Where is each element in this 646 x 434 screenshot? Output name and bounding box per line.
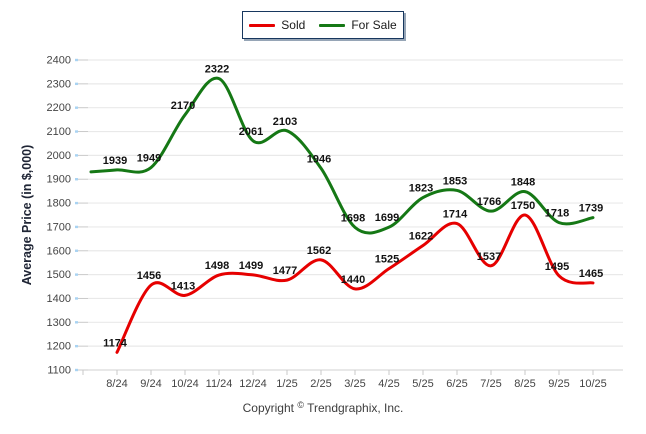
y-tick-label: 1900 [47,174,71,186]
x-tick-label: 6/25 [446,378,467,390]
data-label-for-sale: 1739 [579,203,603,215]
data-label-sold: 1750 [511,200,535,212]
data-label-for-sale: 2103 [273,116,297,128]
y-tick-label: 1700 [47,221,71,233]
for-sale-line-swatch [319,23,346,27]
y-axis-title: Average Price (in $,000) [20,144,34,286]
legend-item-sold: Sold [249,18,305,32]
copyright-post: Trendgraphix, Inc. [307,401,404,415]
for-sale-series-line [89,76,595,235]
legend-item-for-sale: For Sale [319,18,397,32]
x-tick-label: 10/24 [171,378,199,390]
y-tick-label: 1200 [47,341,71,353]
y-tick-label: 1600 [47,245,71,257]
data-label-sold: 1537 [477,251,501,263]
sold-series-line [115,213,595,354]
data-label-sold: 1498 [205,260,229,272]
data-label-sold: 1714 [443,209,468,221]
y-tick-label: 2200 [47,102,71,114]
data-label-sold: 1456 [137,270,161,282]
x-tick-label: 2/25 [310,378,331,390]
legend: Sold For Sale [242,11,404,39]
data-label-sold: 1440 [341,274,365,286]
data-label-sold: 1465 [579,268,603,280]
data-label-sold: 1525 [375,254,399,266]
data-label-sold: 1477 [273,265,297,277]
x-tick-label: 4/25 [378,378,399,390]
data-label-sold: 1413 [171,280,195,292]
legend-label-for-sale: For Sale [351,18,397,32]
data-label-for-sale: 1823 [409,183,433,195]
x-tick-label: 9/24 [140,378,161,390]
data-label-sold: 1622 [409,231,433,243]
data-label-for-sale: 1848 [511,177,535,189]
y-tick-label: 2000 [47,150,71,162]
data-label-for-sale: 1949 [137,153,161,165]
data-label-sold: 1495 [545,261,569,273]
y-tick-label: 1800 [47,198,71,210]
x-tick-label: 1/25 [276,378,297,390]
data-label-for-sale: 1699 [375,212,399,224]
y-tick-label: 2300 [47,78,71,90]
data-label-sold: 1562 [307,245,331,257]
data-label-for-sale: 1698 [341,212,365,224]
y-tick-label: 2400 [47,55,71,67]
copyright-symbol: © [297,400,304,410]
legend-label-sold: Sold [281,18,306,32]
y-tick-label: 1500 [47,269,71,281]
x-tick-label: 8/24 [106,378,127,390]
x-tick-label: 11/24 [206,378,233,390]
x-tick-label: 9/25 [548,378,569,390]
data-label-for-sale: 1939 [103,155,127,167]
x-tick-label: 7/25 [480,378,501,390]
data-label-for-sale: 2061 [239,126,263,138]
data-label-for-sale: 2322 [205,64,229,76]
copyright-pre: Copyright [242,401,294,415]
data-label-for-sale: 1946 [307,153,331,165]
x-tick-label: 3/25 [344,378,365,390]
sold-line-swatch [249,23,276,27]
data-label-for-sale: 1718 [545,208,569,220]
y-tick-label: 1400 [47,293,71,305]
x-tick-label: 5/25 [412,378,433,390]
copyright-text: Copyright © Trendgraphix, Inc. [0,400,646,415]
data-label-sold: 1174 [103,337,128,349]
y-tick-label: 2100 [47,126,71,138]
data-label-sold: 1499 [239,260,263,272]
data-label-for-sale: 2170 [171,100,195,112]
x-tick-label: 8/25 [514,378,535,390]
data-label-for-sale: 1766 [477,196,501,208]
data-label-for-sale: 1853 [443,175,467,187]
x-tick-label: 10/25 [579,378,607,390]
x-tick-label: 12/24 [239,378,267,390]
y-tick-label: 1300 [47,317,71,329]
y-tick-label: 1100 [47,365,71,377]
